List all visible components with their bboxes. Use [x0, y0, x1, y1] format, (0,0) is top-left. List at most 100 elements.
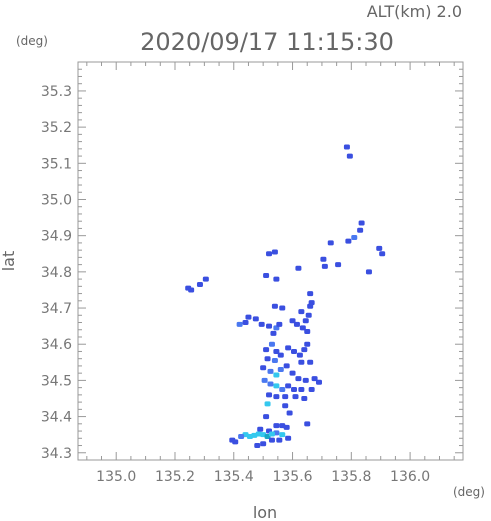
x-tick-label: 136.0 — [390, 469, 430, 485]
echo-point — [299, 325, 306, 331]
echo-point — [273, 372, 280, 378]
plot-frame — [77, 61, 464, 461]
echo-point — [357, 227, 364, 233]
echo-point — [304, 329, 311, 335]
echo-point — [283, 424, 290, 430]
echo-point — [304, 421, 311, 427]
echo-point — [276, 321, 283, 327]
echo-point — [301, 347, 308, 353]
echo-point — [285, 383, 292, 389]
echo-point — [286, 410, 293, 416]
echo-point — [268, 431, 275, 437]
echo-point — [301, 395, 308, 401]
y-tick-label: 34.5 — [41, 373, 72, 389]
y-tick-label: 34.3 — [41, 446, 72, 462]
echo-point — [295, 265, 302, 271]
echo-point — [277, 367, 284, 373]
echo-point — [232, 439, 239, 445]
echo-point — [258, 321, 265, 327]
echo-point — [302, 318, 309, 324]
echo-point — [261, 377, 268, 383]
echo-point — [267, 368, 274, 374]
echo-point — [260, 441, 267, 447]
echo-point — [267, 381, 274, 387]
echo-point — [245, 314, 252, 320]
echo-point — [188, 287, 195, 293]
echo-point — [236, 321, 243, 327]
echo-point — [291, 386, 298, 392]
echo-point — [238, 433, 245, 439]
echo-point — [279, 305, 286, 311]
echo-point — [283, 363, 290, 369]
echo-point — [273, 423, 280, 429]
echo-point — [266, 251, 273, 257]
echo-point — [273, 394, 280, 400]
echo-point — [295, 376, 302, 382]
y-tick-label: 34.7 — [41, 301, 72, 317]
echo-point — [327, 240, 334, 246]
echo-point — [282, 394, 289, 400]
echo-point — [292, 394, 299, 400]
y-tick-label: 34.9 — [41, 229, 72, 245]
echo-point — [276, 437, 283, 443]
echo-point — [263, 414, 270, 420]
echo-point — [307, 303, 314, 309]
echo-point — [298, 309, 305, 315]
chart-subtitle: ALT(km) 2.0 — [367, 2, 462, 21]
echo-point — [264, 356, 271, 362]
echo-point — [279, 386, 286, 392]
x-unit-label: (deg) — [453, 485, 485, 499]
echo-point — [358, 220, 365, 226]
echo-point — [271, 303, 278, 309]
echo-point — [320, 256, 327, 262]
echo-point — [271, 358, 278, 363]
echo-point — [376, 245, 383, 251]
y-tick-label: 35.3 — [41, 84, 72, 100]
echo-marks — [185, 144, 386, 449]
chart-title: 2020/09/17 11:15:30 — [140, 28, 394, 56]
echo-point — [315, 379, 322, 385]
echo-point — [268, 437, 275, 443]
axis-ticks: 34.3 34.4 34.5 34.6 34.7 34.8 34.9 35.0 35.1 35.2… — [41, 62, 463, 485]
x-tick-label: 135.0 — [96, 469, 136, 485]
y-tick-label: 34.4 — [41, 410, 72, 426]
x-tick-label: 135.6 — [272, 469, 312, 485]
echo-point — [266, 392, 273, 398]
y-tick-label: 35.0 — [41, 192, 72, 208]
echo-point — [308, 386, 315, 392]
echo-point — [343, 144, 350, 150]
echo-point — [279, 432, 286, 438]
x-tick-label: 135.4 — [214, 469, 254, 485]
echo-point — [289, 318, 296, 324]
echo-point — [196, 282, 203, 288]
echo-point — [335, 262, 342, 268]
echo-point — [379, 251, 386, 257]
echo-point — [202, 276, 209, 282]
echo-point — [305, 312, 312, 318]
echo-point — [263, 272, 270, 278]
echo-point — [311, 376, 318, 382]
echo-point — [273, 383, 280, 389]
echo-point — [298, 386, 305, 392]
echo-point — [296, 352, 303, 358]
y-tick-label: 34.8 — [41, 265, 72, 281]
echo-point — [345, 238, 352, 244]
echo-point — [307, 291, 314, 297]
echo-point — [270, 330, 277, 336]
echo-point — [273, 276, 280, 282]
echo-point — [321, 263, 328, 269]
echo-point — [263, 347, 270, 353]
y-tick-label: 34.6 — [41, 337, 72, 353]
echo-point — [252, 316, 259, 322]
echo-point — [304, 341, 311, 347]
y-unit-label: (deg) — [16, 34, 48, 48]
echo-point — [271, 249, 278, 255]
echo-point — [346, 153, 353, 159]
echo-point — [282, 403, 289, 409]
echo-point — [307, 359, 314, 365]
y-axis-label: lat — [0, 251, 18, 272]
echo-point — [260, 365, 267, 371]
echo-point — [302, 377, 309, 383]
y-tick-label: 35.2 — [41, 120, 72, 136]
